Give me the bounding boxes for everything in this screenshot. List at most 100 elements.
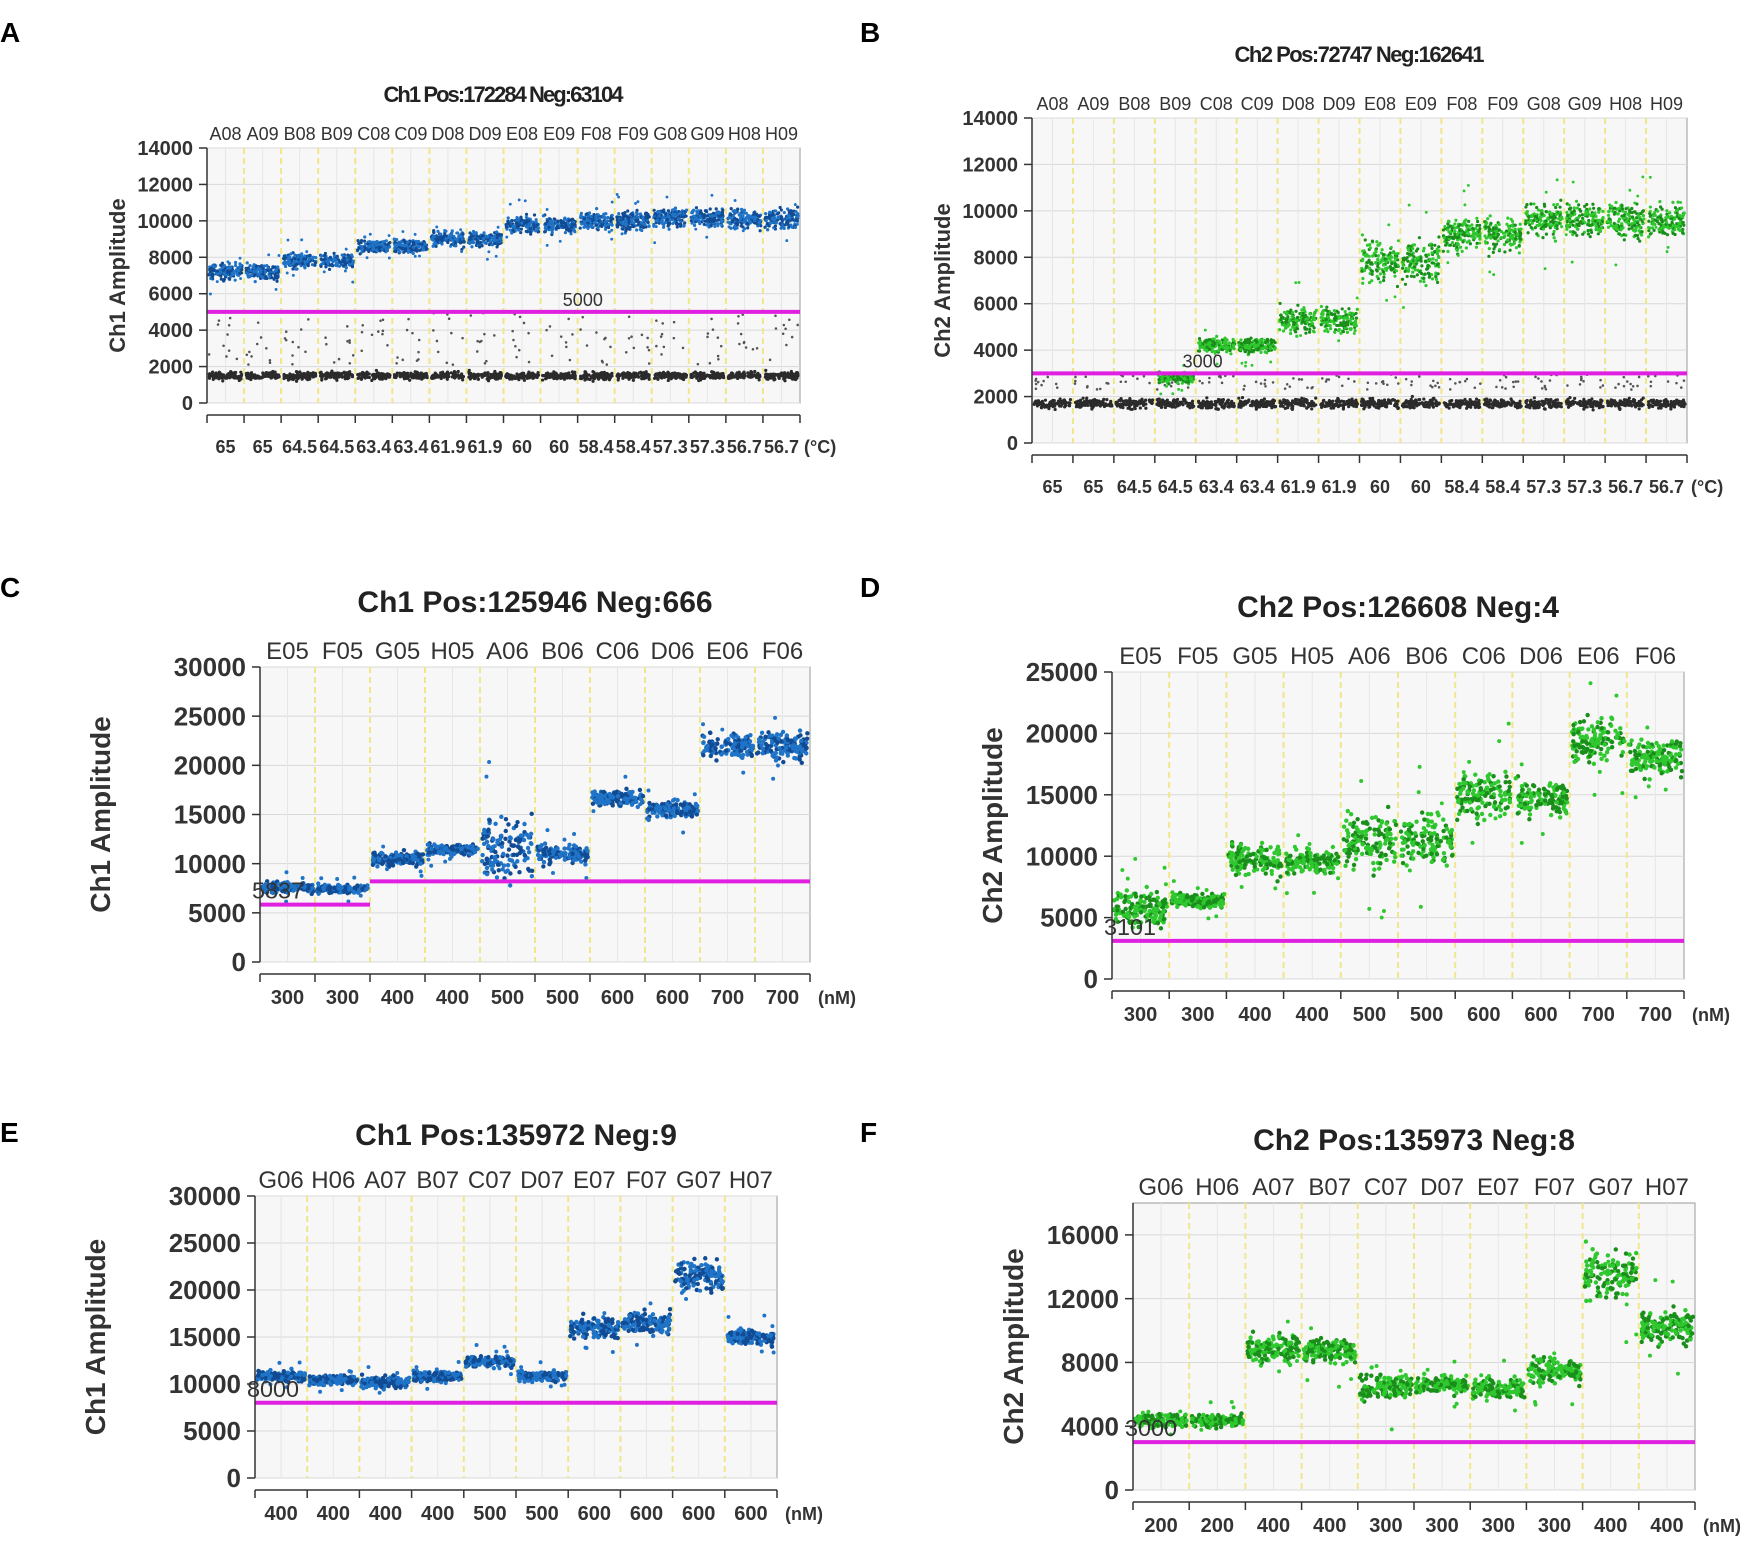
- positive-droplet: [573, 230, 577, 234]
- positive-droplet: [326, 260, 330, 265]
- rain-droplet: [1198, 379, 1202, 383]
- positive-droplet: [338, 264, 342, 268]
- negative-droplet: [405, 372, 409, 376]
- positive-droplet: [617, 195, 621, 199]
- positive-droplet: [1163, 376, 1167, 381]
- negative-droplet: [472, 372, 476, 376]
- rain-droplet: [1034, 387, 1038, 391]
- negative-droplet: [326, 373, 330, 377]
- negative-droplet: [231, 375, 235, 379]
- negative-droplet: [726, 375, 730, 379]
- positive-droplet: [334, 263, 338, 268]
- negative-droplet: [445, 372, 449, 376]
- rain-droplet: [568, 358, 572, 362]
- rain-droplet: [435, 339, 439, 343]
- positive-droplet: [545, 208, 549, 211]
- negative-droplet: [740, 373, 744, 377]
- positive-droplet: [291, 267, 295, 271]
- positive-droplet: [530, 220, 534, 224]
- positive-droplet: [606, 215, 610, 220]
- negative-droplet: [1134, 401, 1138, 405]
- positive-droplet: [635, 228, 639, 232]
- positive-droplet: [443, 228, 447, 233]
- positive-droplet: [579, 211, 584, 215]
- well-name: A08: [210, 124, 242, 144]
- positive-droplet: [558, 239, 562, 243]
- negative-droplet: [1043, 398, 1048, 402]
- positive-droplet: [1165, 384, 1168, 388]
- positive-droplet: [783, 223, 787, 227]
- rain-droplet: [647, 348, 651, 352]
- negative-droplet: [656, 372, 661, 376]
- chart-title: Ch2 Pos:72747 Neg:162641: [1235, 42, 1485, 67]
- positive-droplet: [387, 256, 391, 260]
- positive-droplet: [609, 217, 613, 221]
- positive-droplet: [745, 215, 749, 219]
- positive-droplet: [628, 225, 632, 229]
- positive-droplet: [773, 217, 777, 222]
- positive-droplet: [789, 209, 793, 213]
- rain-droplet: [337, 357, 341, 361]
- positive-droplet: [635, 211, 639, 215]
- rain-droplet: [1099, 387, 1102, 391]
- negative-droplet: [1138, 399, 1142, 403]
- rain-droplet: [788, 318, 791, 322]
- negative-droplet: [484, 372, 489, 376]
- rain-droplet: [624, 350, 628, 354]
- positive-droplet: [730, 220, 734, 224]
- negative-droplet: [1138, 406, 1142, 410]
- positive-droplet: [274, 287, 278, 291]
- positive-droplet: [499, 236, 503, 240]
- negative-droplet: [674, 372, 678, 376]
- positive-droplet: [523, 199, 527, 203]
- negative-droplet: [1232, 401, 1236, 406]
- rain-droplet: [493, 334, 496, 337]
- rain-droplet: [483, 332, 486, 336]
- negative-droplet: [207, 372, 211, 376]
- positive-droplet: [516, 228, 521, 232]
- negative-droplet: [467, 368, 471, 372]
- positive-droplet: [1198, 346, 1202, 350]
- negative-droplet: [1172, 398, 1177, 402]
- positive-droplet: [291, 262, 295, 266]
- positive-droplet: [705, 235, 709, 239]
- negative-droplet: [1221, 400, 1225, 404]
- positive-droplet: [653, 216, 657, 220]
- positive-droplet: [222, 271, 226, 275]
- negative-droplet: [670, 374, 674, 378]
- positive-droplet: [779, 226, 783, 230]
- rain-droplet: [227, 323, 231, 327]
- positive-droplet: [290, 258, 294, 262]
- positive-droplet: [487, 250, 491, 254]
- negative-droplet: [313, 371, 318, 375]
- negative-droplet: [753, 369, 757, 374]
- negative-droplet: [793, 377, 798, 382]
- negative-droplet: [1190, 401, 1194, 406]
- negative-droplet: [1063, 405, 1067, 409]
- positive-droplet: [582, 217, 587, 221]
- positive-droplet: [515, 221, 519, 225]
- negative-droplet: [528, 372, 532, 376]
- rain-droplet: [1148, 381, 1151, 385]
- rain-droplet: [411, 331, 414, 335]
- rain-droplet: [381, 329, 385, 333]
- negative-droplet: [402, 371, 406, 375]
- negative-droplet: [1207, 401, 1211, 405]
- positive-droplet: [284, 264, 288, 269]
- negative-droplet: [256, 374, 260, 378]
- negative-droplet: [756, 371, 760, 375]
- negative-droplet: [752, 373, 756, 378]
- rain-droplet: [708, 361, 712, 365]
- positive-droplet: [238, 256, 242, 260]
- positive-droplet: [594, 215, 598, 219]
- negative-droplet: [1068, 397, 1073, 402]
- negative-droplet: [666, 370, 670, 374]
- positive-droplet: [1205, 345, 1209, 349]
- positive-droplet: [480, 243, 484, 247]
- positive-droplet: [641, 225, 646, 230]
- negative-droplet: [1120, 403, 1124, 407]
- positive-droplet: [720, 223, 724, 227]
- positive-droplet: [794, 210, 798, 214]
- positive-droplet: [277, 254, 281, 257]
- negative-droplet: [372, 374, 376, 379]
